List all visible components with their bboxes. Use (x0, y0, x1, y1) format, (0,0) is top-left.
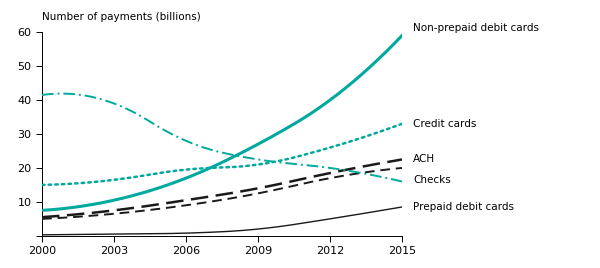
Text: Checks: Checks (413, 175, 451, 185)
Text: Prepaid debit cards: Prepaid debit cards (413, 202, 514, 212)
Text: ACH: ACH (413, 154, 435, 165)
Text: Number of payments (billions): Number of payments (billions) (42, 12, 201, 22)
Text: Credit cards: Credit cards (413, 119, 476, 129)
Text: Non-prepaid debit cards: Non-prepaid debit cards (413, 23, 539, 33)
